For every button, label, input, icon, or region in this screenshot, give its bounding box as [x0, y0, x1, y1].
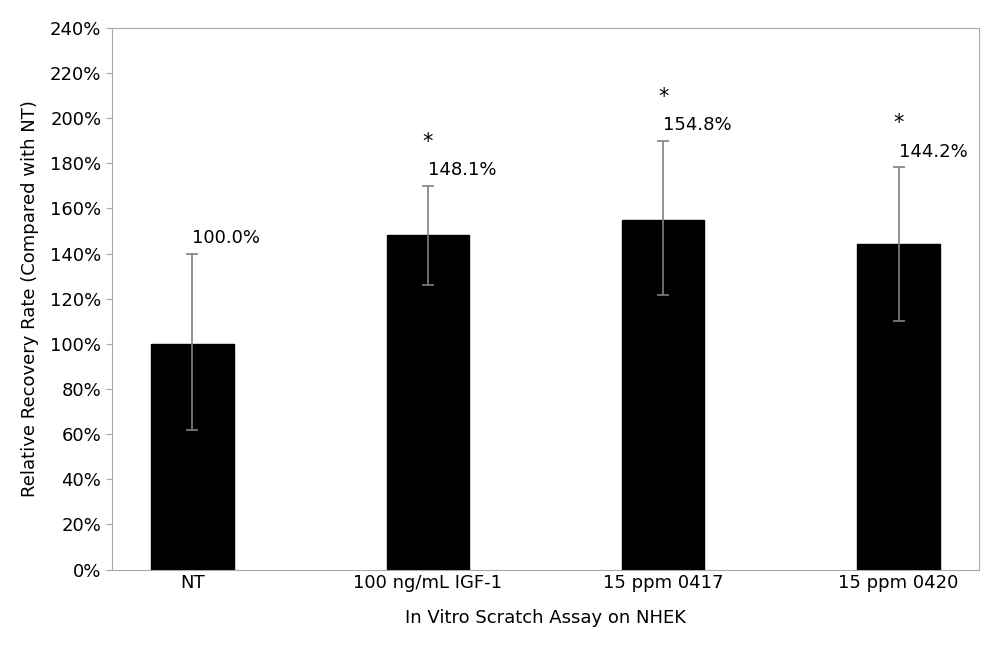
Text: 100.0%: 100.0%: [192, 229, 260, 247]
Bar: [387, 235, 469, 570]
Text: *: *: [658, 87, 668, 108]
Text: 148.1%: 148.1%: [428, 161, 496, 179]
Y-axis label: Relative Recovery Rate (Compared with NT): Relative Recovery Rate (Compared with NT…: [21, 100, 39, 497]
Text: 144.2%: 144.2%: [899, 143, 967, 161]
Text: *: *: [893, 113, 904, 133]
X-axis label: In Vitro Scratch Assay on NHEK: In Vitro Scratch Assay on NHEK: [405, 609, 686, 627]
Bar: [622, 220, 704, 570]
Text: 154.8%: 154.8%: [663, 117, 732, 134]
Text: *: *: [423, 132, 433, 152]
Bar: [151, 344, 234, 570]
Bar: [857, 244, 940, 570]
